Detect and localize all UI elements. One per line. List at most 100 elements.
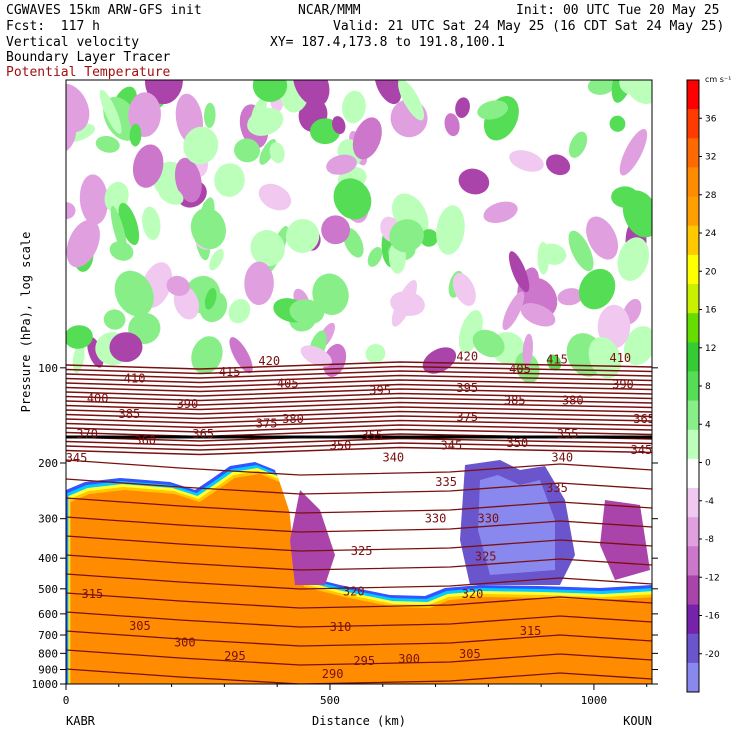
- updraft-cell: [66, 325, 93, 349]
- updraft-cell: [333, 178, 372, 220]
- downdraft-cell: [332, 116, 346, 135]
- theta-label: 390: [177, 397, 199, 411]
- downdraft-cell: [145, 80, 183, 105]
- theta-label: 325: [475, 549, 497, 563]
- colorbar-swatch: [687, 284, 699, 314]
- legend-field-vertical-velocity: Vertical velocity: [6, 35, 140, 50]
- colorbar-swatch: [687, 196, 699, 227]
- updraft-cell: [342, 90, 366, 124]
- colorbar-tick-label: 24: [705, 229, 717, 239]
- theta-label: 295: [353, 654, 375, 668]
- y-tick-label: 800: [38, 647, 58, 660]
- theta-contour-lower: [66, 535, 652, 552]
- colorbar-swatch: [687, 662, 699, 693]
- updraft-cell: [285, 219, 320, 253]
- y-tick-label: 300: [38, 513, 58, 526]
- downdraft-cell: [109, 332, 143, 363]
- colorbar-tick-label: -20: [705, 650, 720, 660]
- y-axis-label: Pressure (hPa), log scale: [19, 232, 33, 413]
- theta-contour-lower: [66, 649, 652, 666]
- downdraft-cell: [66, 83, 90, 133]
- updraft-cell: [626, 80, 652, 104]
- theta-label: 350: [330, 438, 352, 452]
- theta-label: 380: [562, 394, 584, 408]
- theta-label: 330: [477, 512, 499, 526]
- theta-label: 345: [441, 438, 463, 452]
- x-tick-label: 500: [320, 694, 340, 707]
- y-tick-label: 900: [38, 664, 58, 677]
- theta-label: 415: [219, 365, 241, 379]
- theta-label: 325: [351, 544, 373, 558]
- updraft-cell: [617, 237, 650, 281]
- x-tick-label: 0: [63, 694, 70, 707]
- updraft-cell: [568, 230, 594, 272]
- theta-label: 410: [609, 351, 631, 365]
- colorbar-tick-label: -12: [705, 573, 720, 583]
- downdraft-cell: [66, 126, 76, 152]
- updraft-cell: [609, 115, 626, 132]
- colorbar-swatch: [687, 400, 699, 431]
- colorbar-swatch: [687, 517, 699, 547]
- downdraft-cell: [483, 201, 518, 224]
- updraft-cell: [588, 337, 622, 379]
- downdraft-cell: [444, 113, 460, 137]
- theta-contour-lower: [66, 611, 652, 628]
- updraft-cell: [398, 80, 425, 121]
- updraft-cell: [234, 138, 260, 163]
- updraft-cell: [365, 343, 386, 364]
- theta-contour-upper: [66, 392, 652, 402]
- downdraft-cell: [374, 80, 402, 105]
- downdraft-cell: [66, 219, 100, 268]
- header-valid-time: Valid: 21 UTC Sat 24 May 25 (16 CDT Sat …: [333, 19, 725, 34]
- theta-contour-upper: [66, 410, 652, 420]
- theta-label: 350: [507, 436, 529, 450]
- updraft-cell: [114, 270, 154, 317]
- theta-contour-upper: [66, 361, 652, 370]
- updraft-cell: [389, 219, 424, 253]
- theta-label: 385: [119, 407, 141, 421]
- colorbar-swatch: [687, 604, 699, 635]
- updraft-cell: [312, 273, 349, 316]
- updraft-cell: [204, 288, 217, 310]
- updraft-cell: [252, 80, 288, 102]
- theta-label: 365: [192, 427, 214, 441]
- updraft-cell: [142, 206, 161, 240]
- theta-contour-upper: [66, 374, 652, 384]
- updraft-cell: [547, 354, 562, 371]
- plot-field: 420 420 410 415 405 415 410 405 400 395 395 390 390 3…: [66, 80, 655, 684]
- theta-label: 395: [369, 384, 391, 398]
- theta-contour-upper: [66, 397, 652, 406]
- updraft-cell: [99, 89, 122, 134]
- right-endpoint-label: KOUN: [623, 714, 652, 728]
- updraft-cell: [367, 247, 383, 267]
- updraft-cell: [191, 336, 223, 375]
- theta-contour-upper: [66, 446, 652, 456]
- colorbar-tick-label: 16: [705, 306, 717, 316]
- updraft-cell: [95, 135, 120, 153]
- updraft-cell: [539, 243, 567, 265]
- theta-contour-lower: [66, 554, 652, 571]
- theta-label: 375: [256, 416, 278, 430]
- colorbar-swatch: [687, 167, 699, 198]
- theta-label: 295: [224, 649, 246, 663]
- theta-label: 410: [124, 371, 146, 385]
- colorbar-tick-label: 0: [705, 459, 711, 469]
- downdraft-cell: [520, 303, 556, 327]
- downdraft-cell: [229, 337, 253, 374]
- updraft-cell: [568, 131, 588, 158]
- colorbar-swatch: [687, 254, 699, 285]
- header-init-time: Init: 00 UTC Tue 20 May 25: [516, 3, 720, 18]
- theta-label: 365: [633, 412, 655, 426]
- theta-label: 300: [398, 652, 420, 666]
- theta-contour-lower: [66, 478, 652, 495]
- x-tick-label: 1000: [581, 694, 608, 707]
- theta-label: 345: [631, 443, 653, 457]
- theta-contour-upper: [66, 401, 652, 411]
- downdraft-cell: [174, 157, 202, 203]
- theta-label: 310: [330, 620, 352, 634]
- theta-contour-upper: [66, 370, 652, 379]
- theta-label: 330: [425, 512, 447, 526]
- downdraft-cell: [455, 97, 470, 118]
